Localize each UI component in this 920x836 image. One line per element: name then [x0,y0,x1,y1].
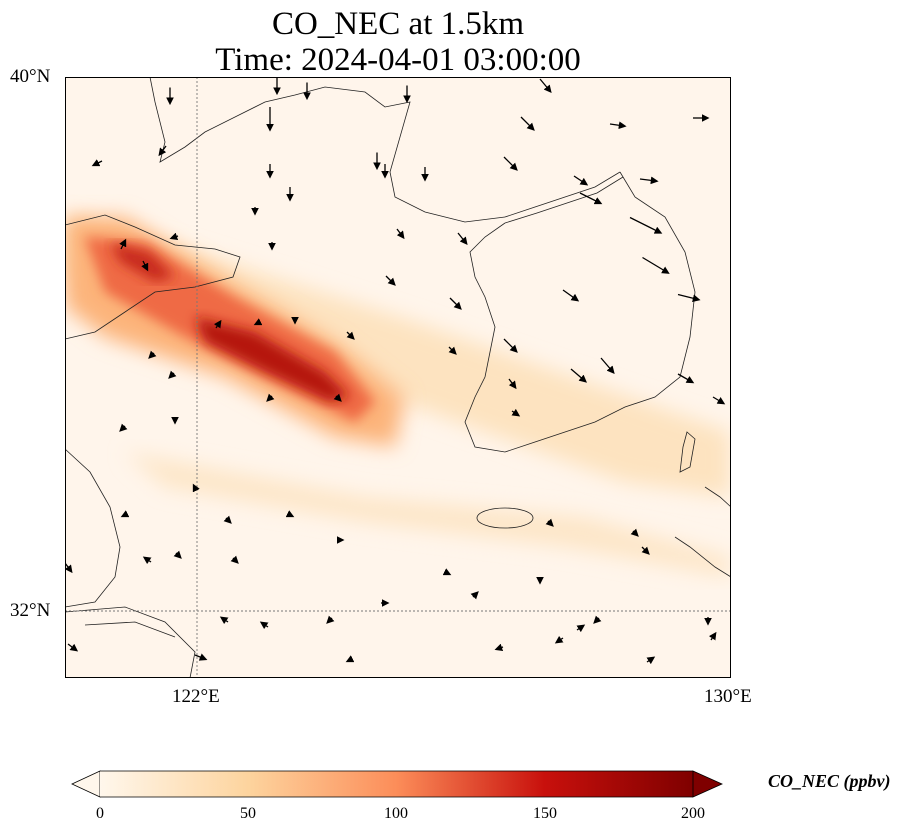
wind-arrow [219,616,229,625]
wind-arrow [554,635,564,644]
wind-arrow [345,655,355,663]
wind-arrow [141,260,149,272]
yangtze-estuary-coast [65,606,196,678]
jiangsu-coast [65,448,121,608]
wind-arrow [570,368,587,383]
wind-arrow [708,631,717,641]
wind-arrow [539,78,552,93]
wind-arrow [385,275,396,286]
wind-arrow [573,175,589,186]
yangtze-island [84,621,176,638]
colorbar-label: CO_NEC (ppbv) [768,771,891,791]
wind-arrow [168,370,177,379]
wind-arrow [545,518,554,527]
colorbar-outline [100,770,693,798]
wind-arrow [67,643,79,652]
gridlines [65,77,731,678]
wind-vectors [65,77,726,665]
wind-arrow [579,192,603,205]
wind-arrow [494,643,504,652]
map-frame [65,77,731,678]
colorbar [71,770,723,798]
co-plume [65,217,730,577]
wind-arrow [457,232,468,246]
wind-arrow [91,159,103,167]
wind-arrow [593,615,602,624]
shandong-coast [65,214,241,340]
wind-arrow [449,297,462,310]
lat-tick-32n: 32°N [10,600,51,621]
wind-arrow [346,331,355,340]
wind-arrow [333,393,342,402]
wind-arrow [609,121,627,130]
wind-arrow [158,145,167,157]
wind-arrow [259,621,269,630]
wind-arrow [119,238,127,250]
wind-arrow [120,510,130,518]
wind-arrow [712,396,726,405]
lon-tick-130e: 130°E [704,686,752,707]
wind-arrow [562,289,580,302]
bohai-liaodong-coast [149,77,506,223]
wind-arrow [629,216,663,234]
wind-arrow [142,556,152,565]
wind-arrow [520,116,535,131]
wind-arrow [192,483,200,493]
colorbar-max-extend [692,770,723,798]
wind-arrow [266,393,275,402]
wind-arrow [677,293,701,303]
wind-arrow [223,515,232,524]
japan-coast [674,486,731,578]
jeju-island [476,507,534,529]
colorbar-gradient [100,771,693,797]
wind-arrow [677,373,695,384]
wind-arrow [148,350,157,359]
map-title-line1: CO_NEC at 1.5km [271,6,525,42]
wind-arrow [253,318,263,326]
colorbar-tick-50: 50 [240,805,256,822]
wind-arrow [503,156,518,171]
wind-arrow [503,338,518,353]
wind-arrow [508,378,517,390]
colorbar-min-extend [71,770,101,798]
wind-arrow [641,546,650,555]
colorbar-tick-100: 100 [384,805,408,822]
wind-arrow [630,528,639,537]
wind-arrow [639,176,659,185]
wind-arrow [642,256,670,274]
map-title-line2: Time: 2024-04-01 03:00:00 [215,42,581,78]
wind-arrow [230,555,239,564]
concentration-map [65,77,731,678]
korea-peninsula-coast [464,171,696,453]
china-korea-border-2 [504,176,624,224]
wind-arrow [194,653,208,661]
wind-arrow [119,423,128,432]
wind-arrow [646,656,656,665]
lon-tick-122e: 122°E [172,686,220,707]
china-korea-border [504,171,621,218]
colorbar-tick-0: 0 [96,805,104,822]
colorbar-tick-150: 150 [533,805,557,822]
wind-arrow [448,346,457,355]
wind-arrow [470,591,479,600]
wind-arrow [173,550,182,559]
wind-arrow [600,357,615,374]
plume-core [195,317,350,402]
wind-arrow [576,624,586,633]
wind-arrow [285,510,295,518]
colorbar-tick-200: 200 [681,805,705,822]
wind-arrow [326,615,335,624]
coastlines [65,77,731,678]
wind-arrow [442,568,452,576]
wind-arrow [396,228,405,240]
plume-core-north [110,242,175,282]
plume-southern-band [125,452,730,577]
wind-arrow [213,319,222,329]
wind-arrow [511,408,521,417]
lat-tick-40n: 40°N [10,66,51,87]
tsushima-island [679,431,696,473]
wind-arrow [169,232,179,241]
